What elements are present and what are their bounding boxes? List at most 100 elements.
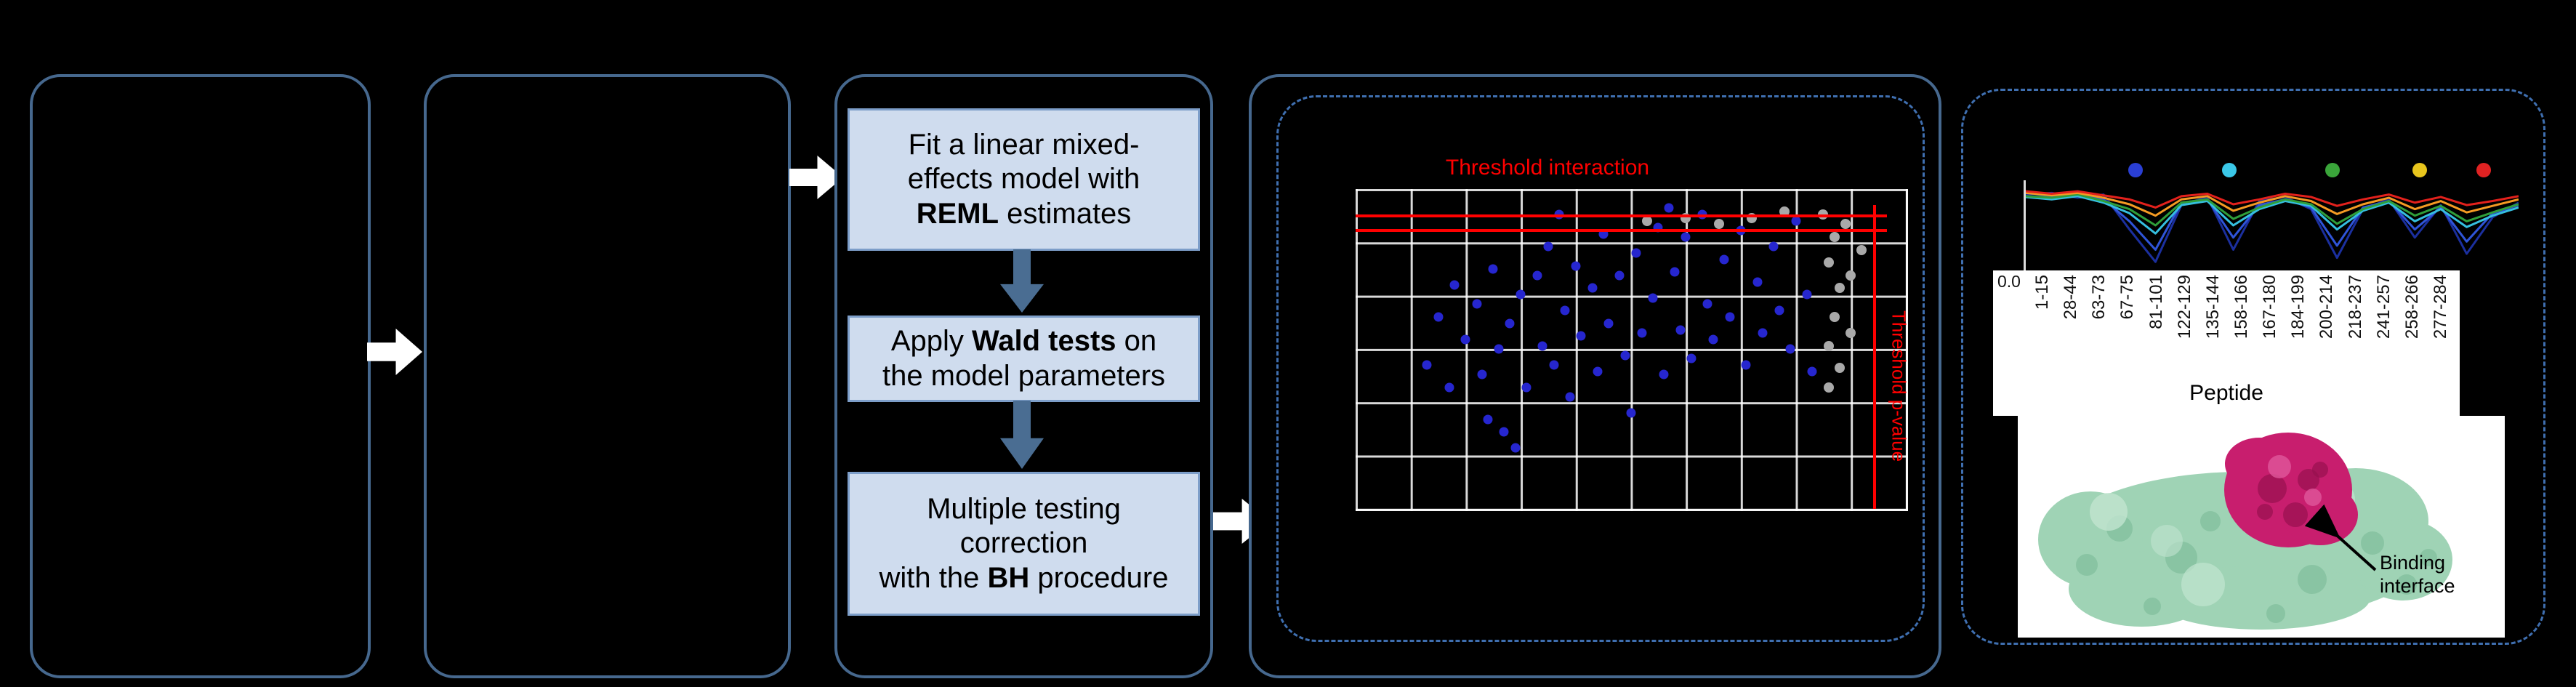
scatter-point [1846, 328, 1856, 338]
scatter-point [1516, 289, 1526, 300]
step-bh-correction: Multiple testing correction with the BH pr… [848, 472, 1200, 616]
scatter-point [1835, 363, 1846, 374]
scatter-point [1565, 392, 1575, 402]
scatter-point [1472, 299, 1482, 309]
scatter-point [1537, 341, 1547, 351]
profile-series-red [2026, 191, 2519, 207]
scatter-point [1670, 267, 1680, 277]
threshold-pvalue-label: Threshold p-value [1888, 310, 1910, 462]
scatter-point [1603, 318, 1614, 329]
scatter-point [1532, 270, 1542, 281]
scatter-point [1774, 305, 1784, 316]
peptide-tick-label: 184-199 [2288, 275, 2309, 340]
binding-interface-label-line1: Binding [2380, 552, 2446, 574]
protein-structure-image [2038, 433, 2452, 630]
scatter-point [1824, 382, 1835, 393]
peptide-tick-label: 122-129 [2174, 275, 2194, 340]
peptide-tick-label: 158-166 [2231, 275, 2251, 340]
peptide-axis-title: Peptide [2189, 381, 2263, 405]
peptide-tick-label: 28-44 [2061, 275, 2081, 320]
scatter-point [1741, 360, 1751, 370]
scatter-point [1460, 334, 1470, 345]
scatter-point [1702, 299, 1712, 309]
scatter-point [1648, 293, 1658, 303]
scatter-point [1510, 443, 1521, 453]
scatter-point [1422, 360, 1432, 370]
scatter-point [1593, 366, 1603, 377]
scatter-point [1824, 340, 1835, 351]
scatter-point [1576, 331, 1586, 341]
profile-series-cyan [2026, 196, 2519, 233]
peptide-tick-label: 135-144 [2202, 275, 2223, 340]
panel-input [30, 74, 371, 678]
peptide-tick-label: 167-180 [2260, 275, 2280, 340]
scatter-point [1779, 206, 1790, 217]
scatter-point [1488, 264, 1498, 274]
threshold-line-horizontal [1356, 214, 1887, 218]
scatter-point [1499, 427, 1509, 437]
scatter-point [1846, 270, 1856, 281]
dashed-results-frame [1276, 95, 1925, 642]
legend-dot-icon [2412, 163, 2428, 177]
step-reml-model: Fit a linear mixed-effects model with REM… [848, 108, 1200, 251]
scatter-point [1758, 328, 1768, 338]
scatter-point [1483, 414, 1493, 425]
scatter-point [1752, 277, 1763, 287]
scatter-point [1659, 369, 1669, 379]
scatter-point [1824, 257, 1835, 268]
scatter-point [1626, 408, 1635, 418]
scatter-point [1560, 305, 1570, 316]
scatter-point [1587, 283, 1597, 293]
scatter-point [1835, 283, 1846, 294]
scatter-point [1681, 232, 1691, 242]
step-text-line: REML estimates [916, 197, 1132, 230]
scatter-point [1477, 369, 1487, 379]
scatter-point [1675, 325, 1686, 335]
scatter-point [1631, 248, 1641, 258]
scatter-point [1768, 241, 1779, 252]
scatter-point [1713, 219, 1724, 230]
peptide-tick-label: 1-15 [2032, 275, 2052, 310]
scatter-point [1521, 382, 1531, 393]
step-text-line: with the BH procedure [879, 561, 1169, 594]
step-text-line: effects model with [907, 163, 1140, 196]
scatter-point [1614, 270, 1625, 281]
peptide-tick-label: 63-73 [2089, 275, 2109, 320]
step-text-line: the model parameters [882, 359, 1166, 392]
scatter-point [1719, 254, 1729, 265]
scatter-point [1807, 366, 1817, 377]
legend-dot-icon [2476, 163, 2492, 177]
scatter-point [1829, 232, 1840, 242]
panel-epitope-results [1961, 89, 2545, 645]
binding-interface-label: Binding interface [2380, 551, 2502, 598]
scatter-point [1686, 353, 1696, 363]
epitope-profile-chart [2024, 180, 2519, 270]
scatter-point [1571, 261, 1581, 271]
profile-series-orange [2026, 193, 2519, 215]
binding-interface-region [2224, 433, 2358, 547]
peptide-tick-label: 218-237 [2345, 275, 2365, 340]
scatter-point [1620, 350, 1630, 361]
scatter-point [1725, 312, 1735, 322]
peptide-tick-label: 277-284 [2430, 275, 2450, 340]
step-text-line: correction [959, 527, 1088, 560]
legend-dot-icon [2128, 163, 2143, 177]
peptide-tick-label: 241-257 [2373, 275, 2394, 340]
peptide-tick-label: 81-101 [2146, 275, 2166, 329]
scatter-point [1637, 328, 1647, 338]
step-text-line: Fit a linear mixed- [908, 129, 1140, 161]
scatter-point [1444, 382, 1454, 393]
scatter-point [1802, 289, 1812, 300]
scatter-point [1433, 312, 1444, 322]
step-text-line: Multiple testing [927, 493, 1121, 526]
scatter-point [1664, 203, 1674, 213]
y-axis-zero-tick: 0.0 [1997, 272, 2021, 291]
scatter-point [1791, 216, 1801, 226]
step-text-line: Apply Wald tests on [890, 325, 1157, 358]
scatter-point [1829, 312, 1840, 322]
step-wald-tests: Apply Wald tests on the model parameters [848, 316, 1200, 402]
peptide-tick-label: 200-214 [2317, 275, 2337, 340]
scatter-point [1785, 344, 1795, 354]
threshold-interaction-label: Threshold interaction [1445, 156, 1650, 180]
